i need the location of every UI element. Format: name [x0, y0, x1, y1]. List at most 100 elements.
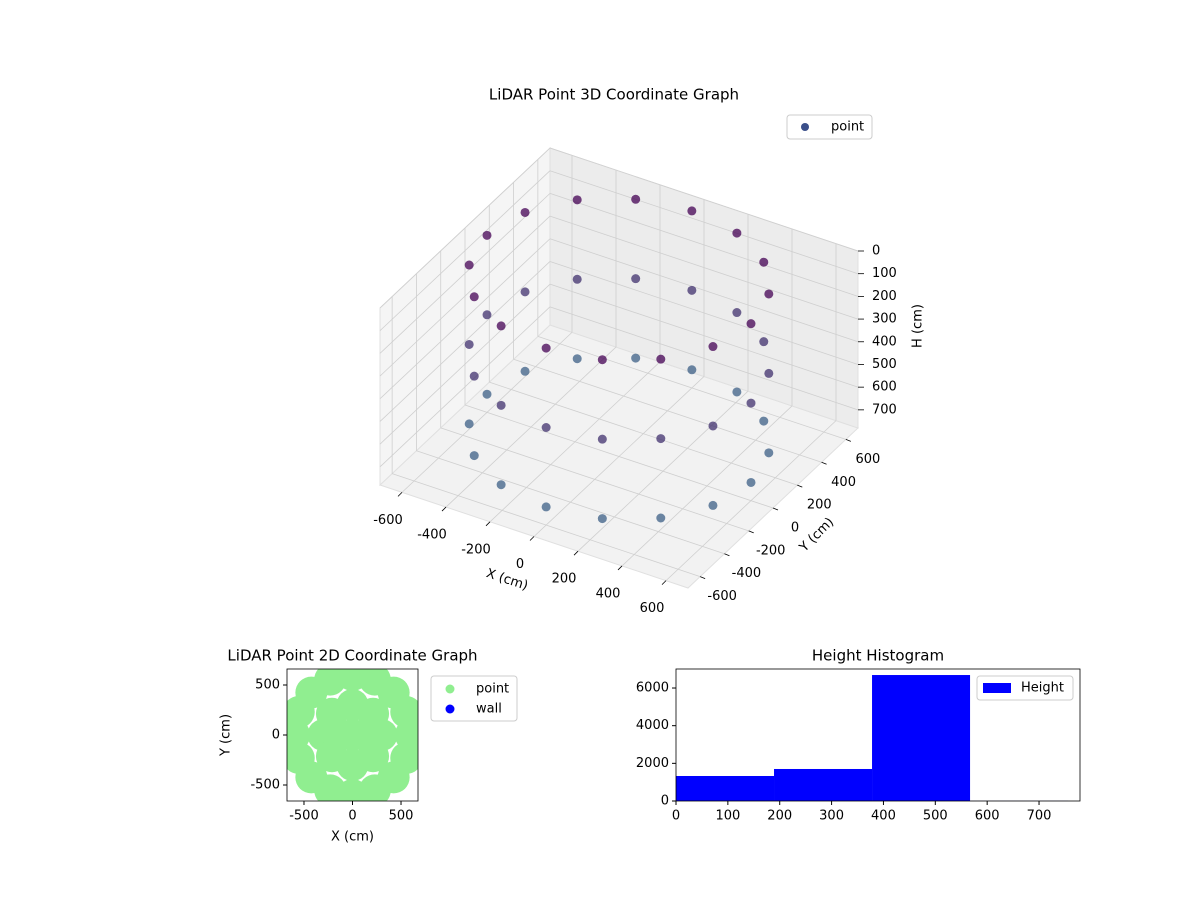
x-tick-label: 500	[389, 809, 414, 824]
point	[541, 422, 551, 432]
tick-mark	[724, 553, 730, 557]
x-tick-label: -200	[461, 542, 491, 557]
y-tick-label: 500	[255, 678, 280, 693]
tick-mark	[699, 576, 706, 579]
point	[764, 289, 774, 299]
y-tick-label: 0	[272, 728, 280, 743]
grid-line	[416, 450, 725, 555]
z-tick-label: 300	[872, 312, 897, 327]
tick-mark	[397, 492, 403, 497]
y-tick-label: -600	[707, 589, 737, 604]
point	[496, 480, 506, 490]
legend-label: point	[831, 120, 864, 135]
tick-mark	[485, 521, 491, 527]
point	[687, 365, 697, 375]
point	[746, 398, 756, 408]
point	[708, 500, 718, 510]
point	[572, 195, 582, 205]
legend-marker	[801, 123, 809, 131]
z-tick-label: 600	[872, 380, 897, 395]
y-tick-label: 400	[831, 475, 856, 490]
x-tick-label: 600	[975, 809, 1000, 824]
grid-line	[440, 427, 749, 532]
tick-mark	[821, 461, 827, 465]
grid-line	[513, 358, 822, 463]
x-tick-label: 200	[552, 572, 577, 587]
tick-mark	[772, 507, 779, 511]
tick-mark	[529, 536, 535, 541]
x-tick-label: 400	[596, 586, 621, 601]
axes-frame	[675, 668, 1081, 802]
legend-label: Height	[1021, 681, 1064, 696]
x-tick-label: 600	[640, 601, 665, 616]
y-tick-label: -200	[756, 543, 786, 558]
legend-label: point	[476, 682, 509, 697]
legend-marker	[445, 684, 455, 694]
grid-line	[549, 170, 859, 275]
point	[572, 274, 582, 284]
tick-mark	[617, 565, 623, 571]
x-tick-label: 0	[672, 809, 680, 824]
point	[464, 339, 474, 349]
grid-line	[549, 306, 859, 411]
grid-line	[379, 193, 551, 354]
legend-box	[976, 675, 1074, 701]
grid-line	[379, 261, 551, 422]
legend-box	[786, 114, 873, 140]
point	[572, 354, 582, 364]
x-tick-label: 200	[767, 809, 792, 824]
z-tick-label: 0	[872, 244, 880, 259]
tick-mark	[748, 530, 754, 534]
point	[656, 434, 666, 444]
chart-title: LiDAR Point 2D Coordinate Graph	[227, 647, 477, 665]
x-tick-label: -500	[289, 809, 319, 824]
grid-line	[549, 261, 859, 365]
point	[764, 368, 774, 378]
point	[597, 434, 607, 444]
point	[656, 354, 666, 364]
grid-line	[379, 283, 551, 445]
point	[394, 719, 418, 751]
point	[732, 387, 742, 397]
point	[764, 448, 774, 458]
point	[687, 285, 697, 295]
legend-patch	[983, 683, 1011, 693]
x-tick-label: -600	[373, 513, 403, 528]
point	[336, 719, 369, 751]
grid-line	[537, 336, 846, 440]
tick-mark	[573, 550, 579, 556]
point	[708, 421, 718, 431]
x-tick-label: 400	[871, 809, 896, 824]
bar	[676, 775, 775, 801]
grid-line	[379, 306, 551, 468]
grid-line	[392, 473, 701, 577]
grid-line	[464, 404, 774, 509]
tick-mark	[661, 580, 667, 585]
point	[469, 451, 479, 461]
point	[482, 389, 492, 399]
point	[656, 513, 666, 523]
point	[746, 477, 756, 487]
bar	[872, 675, 971, 801]
point	[357, 740, 390, 773]
point	[597, 514, 607, 524]
grid-line	[549, 215, 859, 320]
grid-line	[379, 170, 551, 331]
z-tick-label: 400	[872, 334, 897, 349]
plot-area	[287, 669, 418, 801]
point	[631, 353, 641, 363]
z-tick-label: 700	[872, 402, 897, 417]
legend-label: wall	[476, 702, 502, 717]
x-tick-label: 500	[923, 809, 948, 824]
y-tick-label: -500	[250, 778, 280, 793]
tick-mark	[845, 439, 852, 442]
point	[464, 419, 474, 429]
point	[469, 292, 479, 302]
point	[597, 355, 607, 365]
chart-title: LiDAR Point 3D Coordinate Graph	[489, 86, 739, 104]
point	[496, 400, 506, 410]
point	[287, 719, 311, 751]
point	[759, 257, 769, 267]
y-axis-label: Y (cm)	[219, 714, 234, 757]
